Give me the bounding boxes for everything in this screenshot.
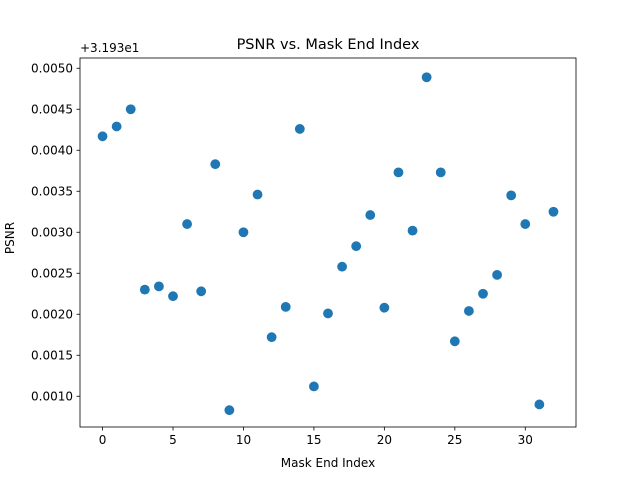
- y-tick-label: 0.0045: [31, 103, 73, 117]
- x-tick-label: 15: [306, 433, 321, 447]
- data-point: [154, 281, 164, 292]
- data-point: [139, 284, 150, 295]
- x-tick-label: 20: [377, 433, 392, 447]
- y-tick-label: 0.0025: [31, 267, 73, 281]
- x-tick-label: 10: [236, 433, 251, 447]
- data-point: [492, 269, 502, 280]
- data-point: [210, 159, 221, 170]
- x-tick-label: 25: [447, 433, 462, 447]
- data-point: [252, 189, 263, 200]
- data-point: [478, 288, 488, 299]
- data-point: [280, 301, 291, 312]
- data-point: [337, 261, 347, 272]
- x-axis-label: Mask End Index: [281, 456, 375, 470]
- x-tick-label: 0: [99, 433, 107, 447]
- data-point: [266, 332, 277, 343]
- data-point: [464, 306, 474, 316]
- data-point: [365, 210, 376, 220]
- data-point: [182, 219, 192, 229]
- plot-frame: [79, 57, 577, 428]
- data-point: [168, 291, 178, 302]
- data-point: [309, 381, 319, 392]
- y-axis-offset-label: +3.193e1: [80, 41, 139, 55]
- data-point: [97, 131, 108, 142]
- y-tick-label: 0.0035: [31, 185, 73, 199]
- y-axis-label: PSNR: [3, 222, 17, 254]
- y-tick-label: 0.0015: [31, 349, 73, 363]
- data-point: [407, 225, 418, 236]
- data-point: [238, 227, 249, 238]
- data-point: [379, 302, 390, 313]
- data-point: [421, 72, 432, 83]
- data-point: [294, 124, 305, 134]
- data-point: [534, 399, 545, 410]
- data-point: [351, 241, 362, 252]
- y-tick-label: 0.0030: [31, 226, 73, 240]
- y-tick-label: 0.0050: [31, 62, 73, 76]
- y-tick-label: 0.0010: [31, 390, 73, 404]
- y-tick-label: 0.0020: [31, 308, 73, 322]
- data-point: [506, 190, 517, 201]
- plot-area: 0 5 10 15 20 25 30 0.0010 0.0015 0.0020 0.0025 0.00…: [31, 57, 577, 447]
- data-point: [111, 121, 122, 132]
- y-tick-label: 0.0040: [31, 144, 73, 158]
- data-point: [323, 308, 333, 319]
- data-point: [393, 167, 404, 178]
- data-point: [449, 336, 460, 347]
- data-point: [435, 167, 446, 178]
- data-point: [520, 219, 531, 229]
- chart-title: PSNR vs. Mask End Index: [237, 37, 420, 53]
- x-tick-label: 5: [169, 433, 177, 447]
- data-point: [125, 104, 136, 115]
- data-point: [548, 206, 559, 217]
- data-point: [224, 405, 235, 416]
- x-tick-label: 30: [518, 433, 533, 447]
- data-point: [196, 286, 207, 297]
